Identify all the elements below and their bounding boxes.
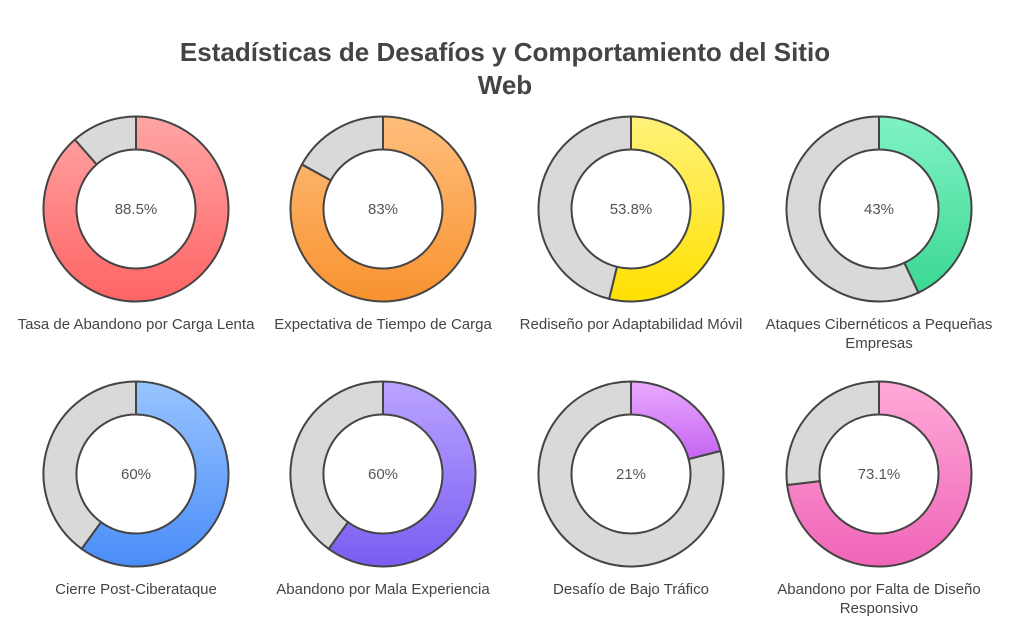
donut-category-label: Abandono por Falta de Diseño Responsivo [777,581,981,617]
donut-category-label: Abandono por Mala Experiencia [276,581,490,598]
chart-title: Estadísticas de Desafíos y Comportamient… [0,36,1010,102]
donut-segment-remainder [537,115,632,301]
donut-segment-remainder [785,115,920,303]
donut-value-label: 43% [864,201,894,218]
donut-value-label: 83% [368,201,398,218]
donut-segment-remainder [300,115,384,182]
donut-segment-value [786,380,973,568]
donut-segment-remainder [537,380,725,568]
donut-value-label: 21% [616,466,646,483]
donut-value-label: 73.1% [858,466,901,483]
donut-value-label: 88.5% [115,201,158,218]
donut-category-label: Ataques Cibernéticos a Pequeñas Empresas [765,316,993,352]
donut-value-label: 60% [368,466,398,483]
donut-category-label: Desafío de Bajo Tráfico [553,581,709,598]
donut-value-label: 53.8% [610,201,653,218]
donut-segment-value [878,115,973,295]
donut-segment-value [630,380,722,461]
donut-segment-remainder [73,115,137,166]
donut-category-label: Cierre Post-Ciberataque [55,581,217,598]
donut-segment-value [289,115,477,303]
donut-segment-value [607,115,725,303]
donut-segment-remainder [785,380,880,487]
donut-segment-value [80,380,230,568]
donut-category-label: Expectativa de Tiempo de Carga [274,316,492,333]
donut-segment-value [42,115,230,303]
title-line-2: Web [477,70,533,100]
donut-value-label: 60% [121,466,151,483]
donut-category-label: Tasa de Abandono por Carga Lenta [17,316,255,333]
title-line-1: Estadísticas de Desafíos y Comportamient… [179,37,831,67]
donut-segment-remainder [289,380,384,551]
donut-segment-remainder [42,380,137,551]
donut-segment-value [327,380,477,568]
donut-category-label: Rediseño por Adaptabilidad Móvil [519,316,743,333]
